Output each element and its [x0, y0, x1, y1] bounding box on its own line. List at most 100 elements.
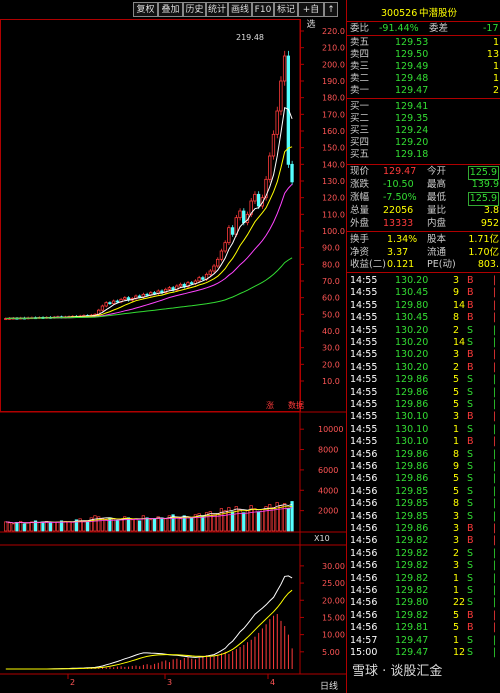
- stat-label: 内盘: [427, 218, 447, 229]
- trade-price: 129.86: [395, 473, 429, 485]
- trade-volume: 3: [453, 349, 460, 361]
- stat-value: 13333: [383, 218, 414, 229]
- candle-body: [242, 210, 246, 224]
- divider: [347, 98, 500, 99]
- volume-bar: [85, 521, 90, 532]
- trade-time: 14:56: [350, 473, 378, 485]
- stat-label: 总量: [350, 205, 370, 216]
- volume-tick-label: 6000: [318, 466, 338, 475]
- volume-bar: [260, 509, 264, 532]
- price-tick-label: 160.0: [322, 127, 345, 136]
- stat-label: 现价: [350, 166, 370, 177]
- trade-flag: |: [493, 473, 497, 485]
- chart-toolbar: 复权 叠加 历史 统计 画线 F10 标记 +自选 ↑: [0, 0, 346, 30]
- toolbar-btn-up-arrow[interactable]: ↑: [324, 2, 338, 17]
- toolbar-btn-overlay[interactable]: 叠加: [158, 2, 183, 17]
- toolbar-btn-stats[interactable]: 统计: [206, 2, 228, 17]
- trade-direction: S: [467, 461, 474, 472]
- trade-flag: |: [493, 597, 497, 609]
- volume-bar: [134, 518, 138, 532]
- trade-direction: S: [467, 585, 474, 596]
- trade-direction: S: [467, 485, 474, 497]
- trade-price: 129.85: [395, 485, 429, 497]
- ask-volume: 2: [492, 85, 499, 96]
- trade-direction: S: [467, 324, 474, 336]
- marker-label-up: 涨: [266, 400, 274, 410]
- trade-time: 14:55: [350, 399, 378, 410]
- stat-label: 净资: [350, 246, 370, 258]
- candle-body: [111, 300, 116, 304]
- trade-volume: 5: [453, 374, 460, 386]
- trade-direction: S: [467, 634, 474, 646]
- trade-direction: S: [467, 597, 474, 609]
- ask-label: 卖二: [350, 73, 370, 84]
- trade-volume: 8: [453, 448, 460, 460]
- chart-area[interactable]: 220.0210.0200.0190.0180.0170.0160.0150.0…: [0, 19, 346, 693]
- trade-time: 14:56: [350, 560, 378, 572]
- trade-flag: |: [493, 448, 497, 460]
- volume-bar: [193, 514, 197, 532]
- candle-body: [145, 293, 149, 296]
- candle-body: [201, 277, 205, 280]
- weicha-label: 委差: [429, 23, 449, 34]
- stat-label: 涨幅: [350, 192, 370, 203]
- watermark: 雪球 · 谈股汇金: [352, 664, 443, 679]
- volume-bar: [130, 519, 134, 532]
- volume-bar: [160, 517, 164, 532]
- stat-row: 收益(二) 0.121 PE(动) 803.: [347, 259, 500, 271]
- candle-body: [178, 283, 183, 287]
- trade-price: 130.20: [395, 275, 429, 286]
- trade-time: 14:56: [350, 510, 378, 522]
- volume-bar: [59, 520, 64, 532]
- trade-time: 14:56: [350, 523, 378, 534]
- indicator-tick-label: 10.00: [322, 631, 345, 640]
- toolbar-btn-add-favorite[interactable]: +自选: [298, 2, 324, 30]
- toolbar-btn-f10[interactable]: F10: [252, 2, 274, 17]
- trade-flag: |: [493, 585, 497, 596]
- toolbar-btn-history[interactable]: 历史: [183, 2, 206, 17]
- trade-time: 14:55: [350, 324, 378, 336]
- trade-flag: |: [493, 312, 497, 324]
- price-tick-label: 30.0: [322, 344, 340, 353]
- volume-bar: [186, 516, 190, 532]
- ask-volume: 1: [492, 37, 499, 48]
- marker-label-data: 数据: [288, 400, 304, 410]
- candle-body: [197, 277, 201, 282]
- bid-price: 129.35: [395, 113, 429, 124]
- price-tick-label: 70.0: [322, 277, 340, 286]
- volume-axis: 10000 8000 6000 4000 2000: [300, 425, 343, 516]
- stat-label: 量比: [427, 205, 447, 216]
- volume-ma10: [5, 505, 293, 524]
- trade-volume: 9: [453, 461, 460, 472]
- volume-bars: [4, 501, 294, 532]
- volume-bar: [74, 519, 79, 532]
- toolbar-btn-drawline[interactable]: 画线: [228, 2, 252, 17]
- trade-flag: |: [493, 461, 497, 472]
- volume-bar: [227, 507, 231, 532]
- stat-value: 22056: [383, 205, 414, 216]
- trade-row: 14:56 129.82 1 S |: [347, 573, 500, 585]
- candle-body: [189, 282, 194, 285]
- volume-bar: [253, 508, 257, 532]
- trade-price: 130.45: [395, 287, 429, 299]
- stat-row: 涨跌 -10.50 最高 139.9: [347, 179, 500, 191]
- toolbar-btn-restore-rights[interactable]: 复权: [133, 2, 158, 17]
- volume-bar: [100, 518, 105, 532]
- trade-flag: |: [493, 324, 497, 336]
- ask-volume: 1: [492, 73, 499, 84]
- trade-direction: S: [467, 399, 474, 410]
- trade-flag: |: [493, 374, 497, 386]
- trade-time: 14:56: [350, 535, 378, 547]
- trade-direction: S: [467, 386, 474, 398]
- trade-time: 14:56: [350, 585, 378, 596]
- trade-volume: 3: [453, 411, 460, 423]
- volume-bar: [141, 515, 145, 532]
- trade-flag: |: [493, 337, 497, 348]
- stat-value: 3.37: [387, 246, 409, 258]
- trade-price: 130.20: [395, 361, 429, 373]
- daily-tab[interactable]: 日线: [320, 680, 338, 692]
- toolbar-btn-mark[interactable]: 标记: [274, 2, 298, 17]
- indicator-axis: 30.00 25.00 20.00 15.00 10.00 5.00: [300, 562, 345, 657]
- trade-time: 14:56: [350, 498, 378, 510]
- stat-label: 股本: [427, 234, 447, 245]
